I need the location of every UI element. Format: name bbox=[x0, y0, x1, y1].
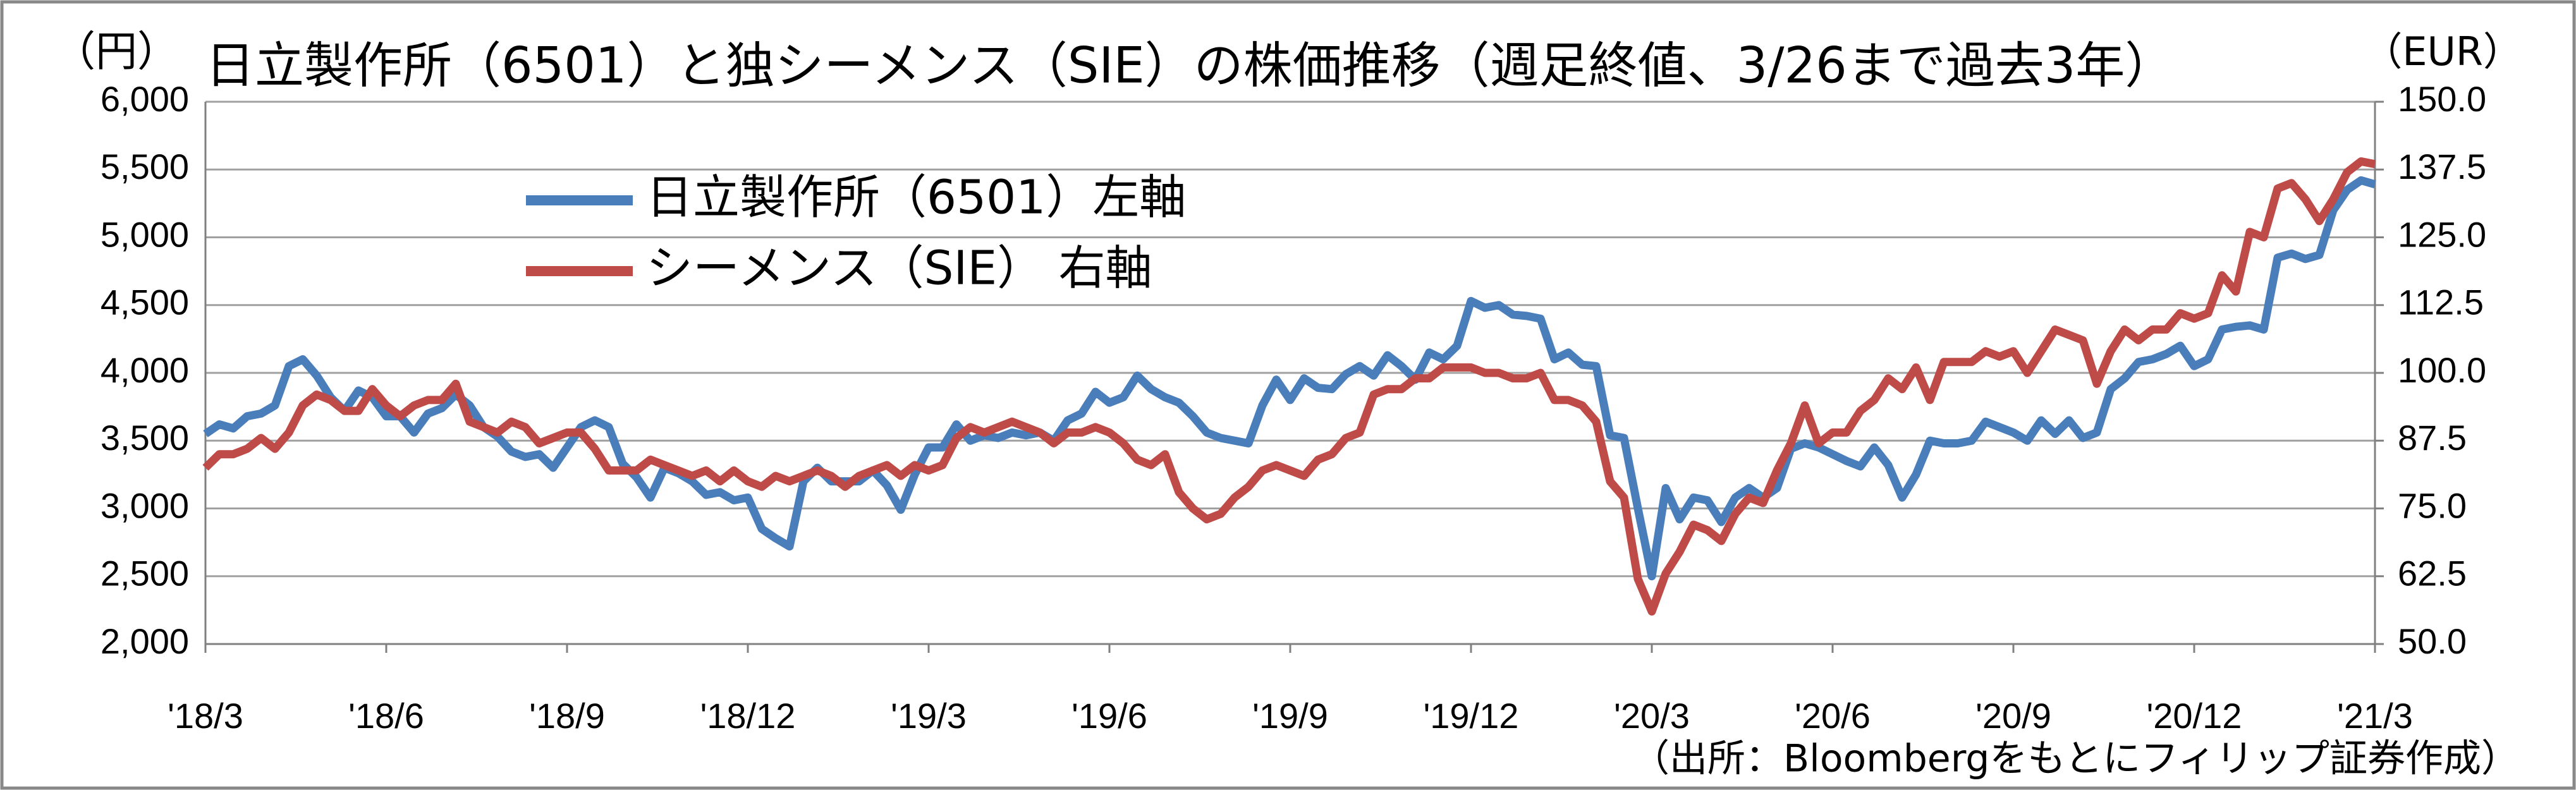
x-tick-label: '19/6 bbox=[1071, 696, 1147, 736]
x-tick-label: '21/3 bbox=[2337, 696, 2413, 736]
source-note: （出所：Bloombergをもとにフィリップ証券作成） bbox=[1632, 737, 2519, 781]
x-tick-label: '18/9 bbox=[529, 696, 605, 736]
y2-tick-label: 50.0 bbox=[2398, 621, 2467, 661]
series-line bbox=[203, 176, 2376, 581]
series-line bbox=[202, 157, 2376, 616]
x-tick-label: '18/6 bbox=[348, 696, 424, 736]
y-tick-label: 6,000 bbox=[101, 79, 189, 119]
y-tick-label: 2,000 bbox=[101, 621, 189, 661]
y2-tick-label: 87.5 bbox=[2398, 418, 2467, 458]
y-tick-label: 3,000 bbox=[101, 485, 189, 525]
y-tick-label: 5,000 bbox=[101, 214, 189, 254]
x-tick-label: '20/12 bbox=[2147, 696, 2242, 736]
x-tick-label: '20/9 bbox=[1975, 696, 2051, 736]
y-tick-label: 4,500 bbox=[101, 283, 189, 322]
y2-tick-label: 150.0 bbox=[2398, 79, 2486, 119]
chart-title: 日立製作所（6501）と独シーメンス（SIE）の株価推移（週足終値、3/26まで… bbox=[205, 37, 2174, 94]
y2-axis-label: （EUR） bbox=[2363, 28, 2522, 75]
legend-label: 日立製作所（6501）左軸 bbox=[646, 171, 1186, 225]
x-tick-label: '19/12 bbox=[1424, 696, 1519, 736]
x-tick-label: '20/6 bbox=[1795, 696, 1871, 736]
y2-tick-label: 137.5 bbox=[2398, 147, 2486, 186]
legend-label: シーメンス（SIE） 右軸 bbox=[646, 241, 1152, 296]
x-tick-label: '18/12 bbox=[700, 696, 796, 736]
y2-tick-label: 75.0 bbox=[2398, 485, 2467, 525]
y2-tick-label: 125.0 bbox=[2398, 214, 2486, 254]
y-tick-label: 5,500 bbox=[101, 147, 189, 186]
y-tick-label: 4,000 bbox=[101, 350, 189, 390]
x-tick-label: '20/3 bbox=[1614, 696, 1690, 736]
y-tick-label: 3,500 bbox=[101, 418, 189, 458]
y2-tick-label: 112.5 bbox=[2398, 283, 2484, 322]
x-tick-label: '18/3 bbox=[168, 696, 243, 736]
y2-tick-label: 100.0 bbox=[2398, 350, 2486, 390]
y-axis-label: （円） bbox=[54, 27, 179, 76]
y-tick-label: 2,500 bbox=[101, 554, 189, 593]
y2-tick-label: 62.5 bbox=[2398, 554, 2467, 593]
x-tick-label: '19/3 bbox=[891, 696, 967, 736]
x-tick-label: '19/9 bbox=[1252, 696, 1328, 736]
